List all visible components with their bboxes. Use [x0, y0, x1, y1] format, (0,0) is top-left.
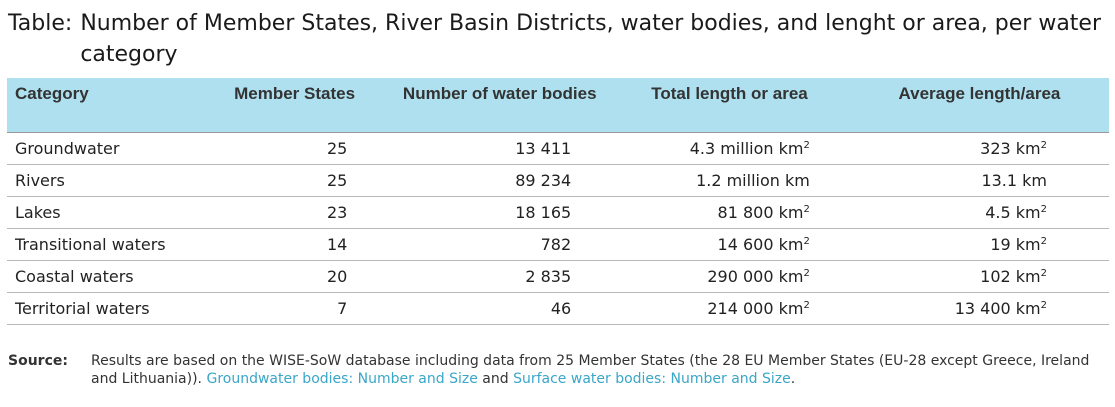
cell-member-states: 25 [198, 132, 391, 165]
surface-water-bodies-link[interactable]: Surface water bodies: Number and Size [513, 371, 791, 387]
cell-water-bodies: 13 411 [390, 132, 610, 165]
cell-average: 19 km2 [849, 228, 1109, 261]
cell-category: Transitional waters [7, 228, 199, 261]
table-row: Rivers 25 89 234 1.2 million km 13.1 km [7, 164, 1109, 197]
table-title: Table: Number of Member States, River Ba… [8, 8, 1108, 70]
cell-member-states: 14 [198, 228, 391, 261]
header-average-length-area: Average length/area [898, 84, 1061, 103]
source-label: Source: [8, 353, 68, 369]
header-category: Category [15, 84, 89, 103]
cell-category: Coastal waters [7, 260, 199, 293]
cell-water-bodies: 782 [390, 228, 610, 261]
cell-average: 13.1 km [849, 164, 1109, 197]
table-header-row: Category Member States Number of water b… [7, 78, 1109, 133]
cell-total: 1.2 million km [609, 164, 850, 197]
header-total-length-area: Total length or area [651, 84, 808, 103]
cell-water-bodies: 18 165 [390, 196, 610, 229]
cell-average: 323 km2 [849, 132, 1109, 165]
water-category-table: Category Member States Number of water b… [7, 78, 1109, 325]
cell-water-bodies: 2 835 [390, 260, 610, 293]
cell-average: 4.5 km2 [849, 196, 1109, 229]
cell-water-bodies: 89 234 [390, 164, 610, 197]
table-row: Transitional waters 14 782 14 600 km2 19… [7, 228, 1109, 261]
cell-average: 102 km2 [849, 260, 1109, 293]
table-row: Groundwater 25 13 411 4.3 million km2 32… [7, 132, 1109, 165]
header-member-states: Member States [234, 84, 356, 103]
table-row: Territorial waters 7 46 214 000 km2 13 4… [7, 292, 1109, 325]
source-note: Source: Results are based on the WISE-So… [8, 352, 1108, 388]
cell-total: 81 800 km2 [609, 196, 850, 229]
cell-member-states: 25 [198, 164, 391, 197]
cell-member-states: 7 [198, 292, 391, 325]
cell-member-states: 23 [198, 196, 391, 229]
source-text: Results are based on the WISE-SoW databa… [91, 353, 1090, 387]
cell-total: 4.3 million km2 [609, 132, 850, 165]
title-prefix: Table: [8, 11, 73, 36]
title-text: Number of Member States, River Basin Dis… [80, 11, 1102, 67]
cell-member-states: 20 [198, 260, 391, 293]
cell-category: Rivers [7, 164, 199, 197]
cell-average: 13 400 km2 [849, 292, 1109, 325]
cell-category: Lakes [7, 196, 199, 229]
cell-category: Territorial waters [7, 292, 199, 325]
header-water-bodies: Number of water bodies [402, 84, 597, 103]
cell-total: 14 600 km2 [609, 228, 850, 261]
table-row: Lakes 23 18 165 81 800 km2 4.5 km2 [7, 196, 1109, 229]
groundwater-bodies-link[interactable]: Groundwater bodies: Number and Size [206, 371, 478, 387]
cell-category: Groundwater [7, 132, 199, 165]
cell-total: 214 000 km2 [609, 292, 850, 325]
cell-water-bodies: 46 [390, 292, 610, 325]
table-row: Coastal waters 20 2 835 290 000 km2 102 … [7, 260, 1109, 293]
cell-total: 290 000 km2 [609, 260, 850, 293]
